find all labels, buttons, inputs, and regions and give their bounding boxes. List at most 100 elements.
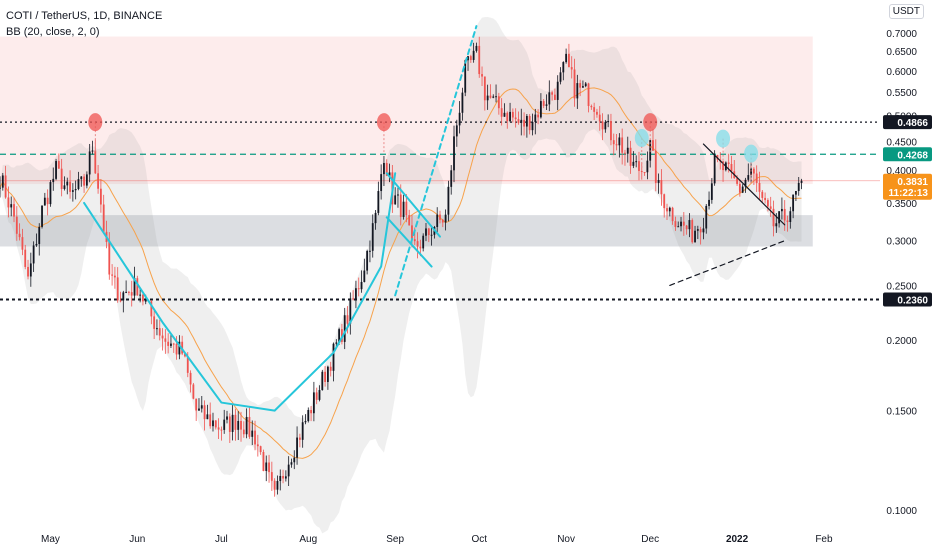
candle [663, 193, 666, 218]
candle [206, 404, 209, 420]
candle-body [534, 114, 537, 122]
candle [455, 119, 458, 147]
candle-body [360, 281, 363, 290]
candle-body [397, 194, 399, 196]
candle [500, 98, 503, 126]
candle-body [318, 390, 321, 400]
candle-body [677, 226, 680, 228]
candle [635, 155, 638, 168]
candle-body [111, 274, 114, 276]
candle [228, 413, 231, 444]
candle [652, 129, 654, 151]
candle-body [568, 53, 570, 68]
candle-body [475, 45, 478, 51]
candle [408, 209, 411, 226]
candle [57, 153, 60, 169]
candle-body [385, 162, 388, 176]
candle [671, 206, 674, 225]
indicator-title[interactable]: BB (20, close, 2, 0) [6, 26, 100, 38]
candle [559, 67, 562, 85]
candle-body [85, 174, 88, 186]
candle [240, 411, 242, 442]
candle [621, 128, 624, 165]
candle-body [587, 83, 590, 106]
candle [461, 87, 464, 121]
y-tick-label: 0.1500 [886, 407, 917, 418]
candle-body [738, 183, 741, 193]
candle [195, 398, 198, 421]
candle-body [601, 121, 604, 130]
candle [593, 102, 596, 121]
candle-body [492, 96, 495, 98]
candle-body [685, 225, 688, 230]
candle-body [178, 341, 181, 355]
candle-body [324, 371, 327, 382]
y-tick-label: 0.5500 [886, 88, 917, 99]
candle-body [786, 220, 789, 222]
candle [153, 310, 156, 340]
candle-body [694, 230, 696, 243]
candle [694, 225, 696, 243]
currency-unit-label[interactable]: USDT [888, 4, 924, 19]
candle [251, 420, 254, 446]
candle-body [394, 195, 397, 205]
candle [534, 108, 537, 135]
candle-body [413, 239, 416, 242]
candle-body [441, 219, 444, 223]
candle [464, 59, 467, 97]
candle-body [621, 137, 624, 153]
candle-body [248, 416, 251, 437]
candle-body [18, 233, 21, 238]
candle-body [335, 342, 338, 344]
candle-body [596, 111, 598, 115]
candle-body [388, 172, 391, 176]
candle [282, 469, 284, 484]
y-tick-label: 0.3000 [886, 237, 917, 248]
x-tick-label: Jun [129, 534, 145, 545]
candle [761, 190, 764, 203]
candle [453, 125, 455, 183]
candle [27, 259, 29, 280]
trend-line-rising-support [669, 240, 786, 286]
candle-body [399, 194, 402, 217]
candle-body [276, 481, 279, 490]
candle [596, 108, 598, 118]
candle-body [144, 300, 147, 302]
candle-body [265, 462, 268, 471]
candle [758, 171, 761, 201]
candle-body [0, 187, 1, 189]
candle [786, 215, 789, 232]
candle [178, 335, 181, 360]
candle-body [646, 160, 649, 173]
x-tick-label: 2022 [726, 534, 749, 545]
candle-body [736, 178, 738, 184]
x-tick-label: Jul [215, 534, 228, 545]
symbol-title[interactable]: COTI / TetherUS, 1D, BINANCE [6, 10, 163, 22]
y-tick-label: 0.2000 [886, 336, 917, 347]
candle-body [282, 475, 284, 479]
candle-body [402, 201, 405, 217]
candle [764, 192, 767, 204]
candle [69, 170, 71, 199]
candle-body [766, 200, 769, 207]
candle [562, 61, 565, 81]
candle-body [674, 221, 677, 227]
candle [35, 233, 38, 247]
candle [55, 158, 57, 181]
candle [618, 133, 621, 158]
candle-body [741, 186, 744, 193]
candle [343, 307, 346, 350]
candle-body [668, 207, 671, 212]
candle [15, 206, 18, 241]
candle [666, 203, 668, 221]
candle-body [635, 161, 638, 163]
candle-body [615, 144, 618, 146]
candle [511, 108, 514, 123]
candle [528, 114, 531, 135]
candle [705, 204, 708, 234]
candle [769, 196, 772, 217]
candle-body [298, 437, 301, 440]
candle [797, 177, 800, 196]
